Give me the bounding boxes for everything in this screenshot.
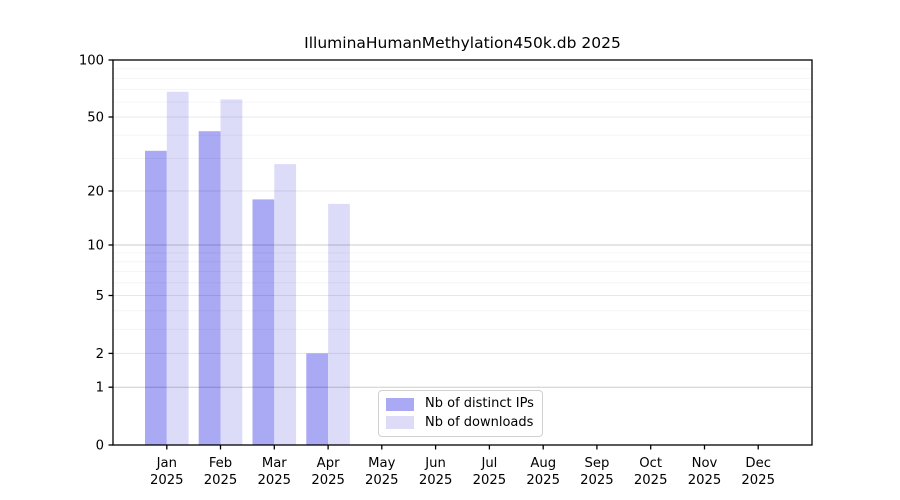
legend-swatch-downloads [386,416,414,430]
x-tick-year-apr: 2025 [311,473,345,488]
x-tick-year-aug: 2025 [526,473,560,488]
x-tick-year-oct: 2025 [634,473,668,488]
x-tick-year-mar: 2025 [258,473,292,488]
bar-mar-downloads [274,164,297,445]
plot-border [112,59,813,446]
x-tick-label-mar: Mar [262,456,287,471]
y-tick-label-1: 1 [96,381,104,396]
legend-entry-distinct-ips: Nb of distinct IPs [386,396,536,412]
x-tick-label-jan: Jan [156,456,177,471]
y-tick-label-10: 10 [87,239,104,254]
bar-jan-downloads [166,91,189,446]
x-tick-year-jun: 2025 [419,473,453,488]
bar-feb-downloads [220,99,243,446]
y-tick-label-0: 0 [96,439,104,454]
x-tick-label-jul: Jul [480,456,497,471]
x-tick-year-dec: 2025 [741,473,775,488]
x-tick-year-feb: 2025 [204,473,238,488]
y-tick-label-2: 2 [96,347,104,362]
legend: Nb of distinct IPs Nb of downloads [378,390,543,437]
y-tick-label-100: 100 [79,54,104,69]
x-tick-label-may: May [368,456,395,471]
x-tick-label-aug: Aug [530,456,556,471]
legend-label-downloads: Nb of downloads [425,414,534,430]
x-tick-year-nov: 2025 [688,473,722,488]
x-tick-year-jul: 2025 [473,473,507,488]
y-tick-label-20: 20 [87,185,104,200]
x-tick-label-apr: Apr [317,456,340,471]
y-tick-label-50: 50 [87,111,104,126]
x-tick-label-feb: Feb [209,456,232,471]
legend-swatch-distinct-ips [386,397,414,411]
x-tick-label-oct: Oct [639,456,662,471]
x-tick-label-dec: Dec [745,456,771,471]
bar-jan-distinct-ips [145,150,167,446]
x-tick-label-sep: Sep [584,456,609,471]
x-tick-label-nov: Nov [692,456,718,471]
x-tick-year-sep: 2025 [580,473,614,488]
x-tick-label-jun: Jun [424,456,446,471]
bar-feb-distinct-ips [198,131,221,445]
x-tick-year-may: 2025 [365,473,399,488]
y-tick-label-5: 5 [96,289,104,304]
bar-mar-distinct-ips [252,199,275,445]
x-tick-year-jan: 2025 [150,473,184,488]
legend-entry-downloads: Nb of downloads [386,415,536,431]
legend-label-distinct-ips: Nb of distinct IPs [425,396,534,412]
bar-apr-distinct-ips [306,353,329,445]
bar-apr-downloads [328,203,350,445]
chart-title: IlluminaHumanMethylation450k.db 2025 [304,34,621,52]
